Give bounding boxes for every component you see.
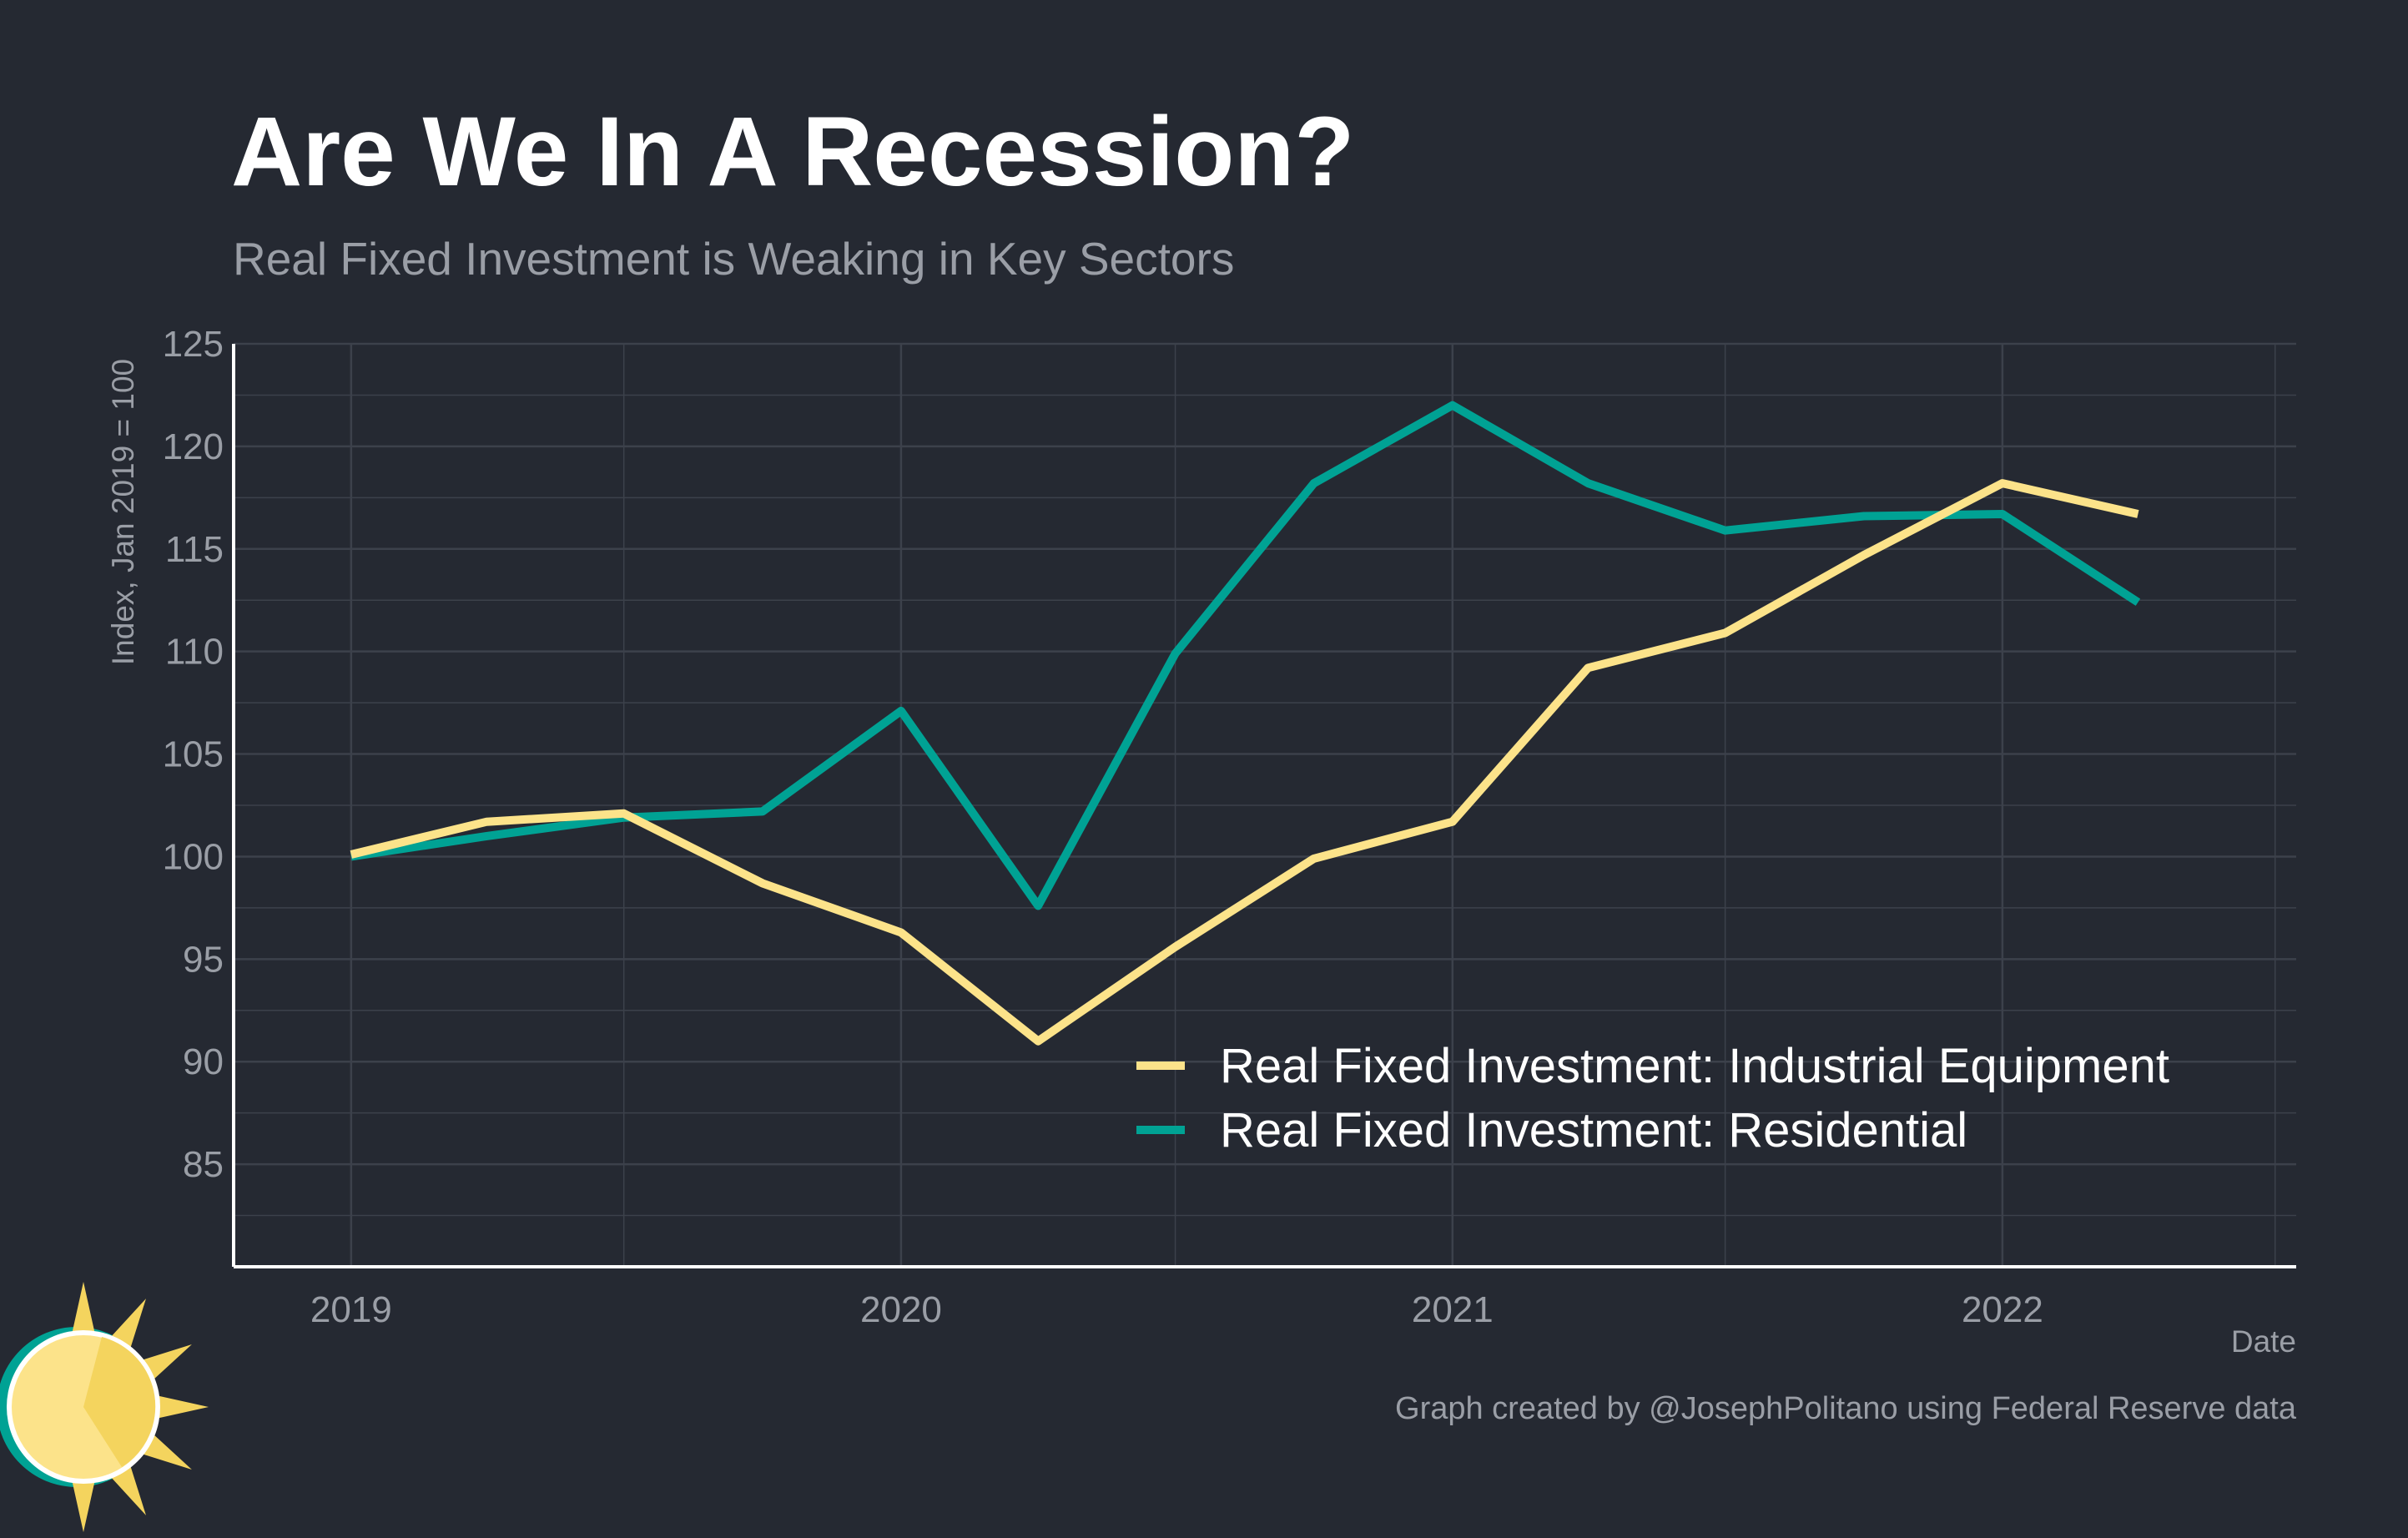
- y-tick-label: 85: [183, 1144, 224, 1185]
- x-tick-labels: 2019 2020 2021 2022: [310, 1289, 2043, 1330]
- y-tick-label: 120: [163, 426, 224, 467]
- y-axis-label-group: Index, Jan 2019 = 100: [106, 359, 140, 665]
- series-lines: [350, 401, 2141, 1046]
- y-axis-label: Index, Jan 2019 = 100: [106, 359, 140, 665]
- legend-label: Real Fixed Investment: Residential: [1220, 1103, 1967, 1157]
- chart-subtitle: Real Fixed Investment is Weaking in Key …: [233, 233, 1234, 285]
- y-tick-label: 90: [183, 1041, 224, 1082]
- y-tick-label: 125: [163, 324, 224, 365]
- x-axis-label: Date: [2231, 1324, 2296, 1359]
- legend: Real Fixed Investment: Industrial Equipm…: [1136, 1039, 2169, 1157]
- x-tick-label: 2020: [860, 1289, 942, 1330]
- series-line-industrial-equipment: [350, 479, 2139, 1046]
- chart-caption: Graph created by @JosephPolitano using F…: [1395, 1391, 2297, 1426]
- series-line-residential: [350, 401, 2141, 910]
- y-tick-labels: 85 90 95 100 105 110 115 120 125: [163, 324, 224, 1185]
- x-tick-label: 2022: [1962, 1289, 2043, 1330]
- sun-icon: [0, 1282, 209, 1532]
- x-tick-label: 2019: [310, 1289, 392, 1330]
- y-tick-label: 110: [165, 632, 224, 673]
- y-tick-label: 100: [163, 836, 224, 877]
- grid-major: [234, 342, 2296, 1267]
- x-tick-label: 2021: [1412, 1289, 1494, 1330]
- grid-minor: [234, 344, 2296, 1267]
- chart-title: Are We In A Recession?: [231, 97, 1354, 207]
- legend-label: Real Fixed Investment: Industrial Equipm…: [1220, 1039, 2169, 1093]
- y-tick-label: 115: [165, 529, 224, 570]
- y-tick-label: 95: [183, 939, 224, 980]
- y-tick-label: 105: [163, 734, 224, 775]
